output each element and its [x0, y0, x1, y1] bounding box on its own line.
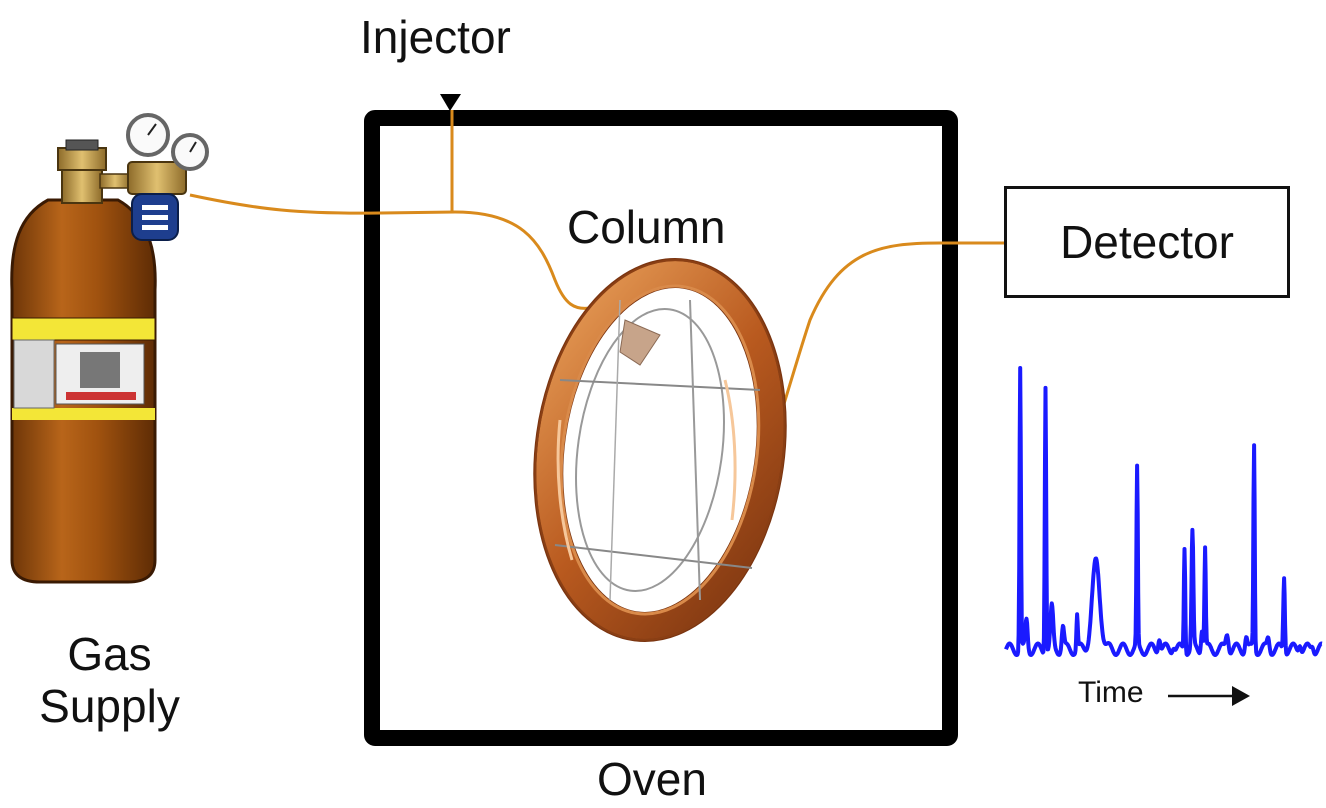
gas-supply-label: Gas Supply	[22, 628, 197, 732]
gas-supply-label-line1: Gas	[67, 628, 152, 680]
pressure-regulator-icon	[126, 113, 209, 241]
column-coil-icon	[533, 258, 787, 642]
column-label: Column	[567, 201, 726, 253]
detector-label: Detector	[1060, 216, 1234, 268]
injector-label: Injector	[360, 11, 511, 63]
chromatogram-line	[1004, 366, 1324, 657]
injector-marker	[440, 94, 461, 111]
gas-supply-label-line2: Supply	[39, 680, 180, 732]
carrier-gas-line	[189, 193, 591, 310]
detector-box: Detector	[1004, 186, 1290, 298]
oven-frame	[364, 110, 958, 746]
oven-label: Oven	[597, 753, 707, 805]
right-arrow-icon	[1168, 686, 1250, 706]
time-axis-label: Time	[1078, 676, 1144, 709]
chromatogram-trace	[1004, 366, 1324, 657]
